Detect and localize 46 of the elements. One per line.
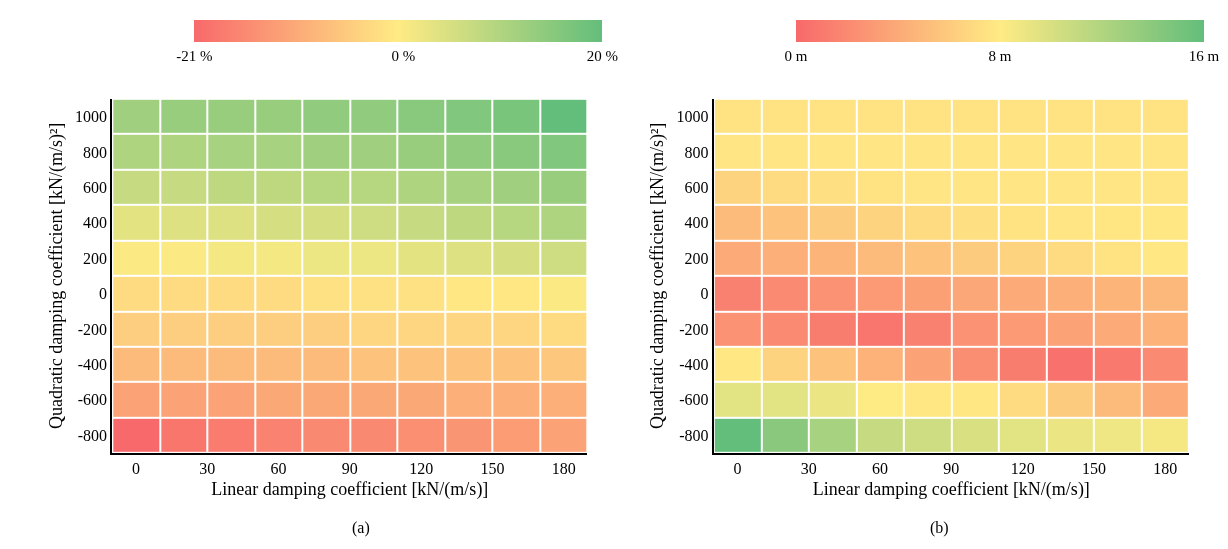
y-tick-label: 800 [83, 143, 108, 161]
text: (a) [352, 519, 370, 537]
text: (b) [930, 519, 949, 537]
x-tick-label: 180 [551, 460, 576, 478]
color-bar-label: 0 m [784, 47, 808, 64]
x-axis-title: Linear damping coefficient [kN/(m/s)] [211, 478, 489, 500]
x-tick-label: 120 [1010, 460, 1035, 478]
y-axis-title: Quadratic damping coefficient [kN/(m/s)²] [647, 122, 669, 430]
x-tick-label: 60 [872, 460, 889, 478]
y-tick-label: 0 [700, 285, 709, 303]
y-tick-label: -600 [77, 391, 108, 409]
x-axis-title: Linear damping coefficient [kN/(m/s)] [812, 478, 1090, 500]
y-tick-label: -400 [77, 356, 108, 374]
y-tick-label: -600 [679, 391, 709, 409]
y-tick-label: 400 [83, 214, 108, 232]
y-tick-label: 400 [684, 214, 709, 232]
y-tick-label: -200 [679, 320, 709, 338]
x-tick-label: 120 [409, 460, 434, 478]
y-tick-label: 0 [99, 285, 108, 303]
color-bar-label: 0 % [391, 47, 416, 64]
x-tick-label: 0 [132, 460, 141, 478]
y-tick-label: 600 [83, 178, 108, 196]
y-tick-label: -800 [679, 426, 709, 444]
y-tick-label: 200 [684, 249, 709, 267]
color-bar-label: 16 m [1188, 47, 1220, 64]
x-tick-label: 90 [341, 460, 358, 478]
x-tick-label: 0 [733, 460, 742, 478]
y-axis-title: Quadratic damping coefficient [kN/(m/s)²] [45, 122, 67, 430]
y-tick-label: 800 [684, 143, 709, 161]
y-tick-label: -200 [77, 320, 108, 338]
color-bar-label: 20 % [586, 47, 619, 64]
x-tick-label: 150 [1081, 460, 1106, 478]
x-tick-label: 150 [480, 460, 505, 478]
color-bar-label: -21 % [176, 47, 213, 64]
x-tick-label: 30 [199, 460, 216, 478]
x-tick-label: 60 [270, 460, 287, 478]
y-tick-label: 200 [83, 249, 108, 267]
y-tick-label: 600 [684, 178, 709, 196]
y-tick-label: 1000 [75, 108, 108, 126]
y-tick-label: -400 [679, 356, 709, 374]
y-tick-label: 1000 [676, 108, 709, 126]
x-tick-label: 30 [800, 460, 817, 478]
x-tick-label: 90 [943, 460, 960, 478]
y-tick-label: -800 [77, 426, 108, 444]
color-bar-label: 8 m [988, 47, 1012, 64]
x-tick-label: 180 [1153, 460, 1178, 478]
